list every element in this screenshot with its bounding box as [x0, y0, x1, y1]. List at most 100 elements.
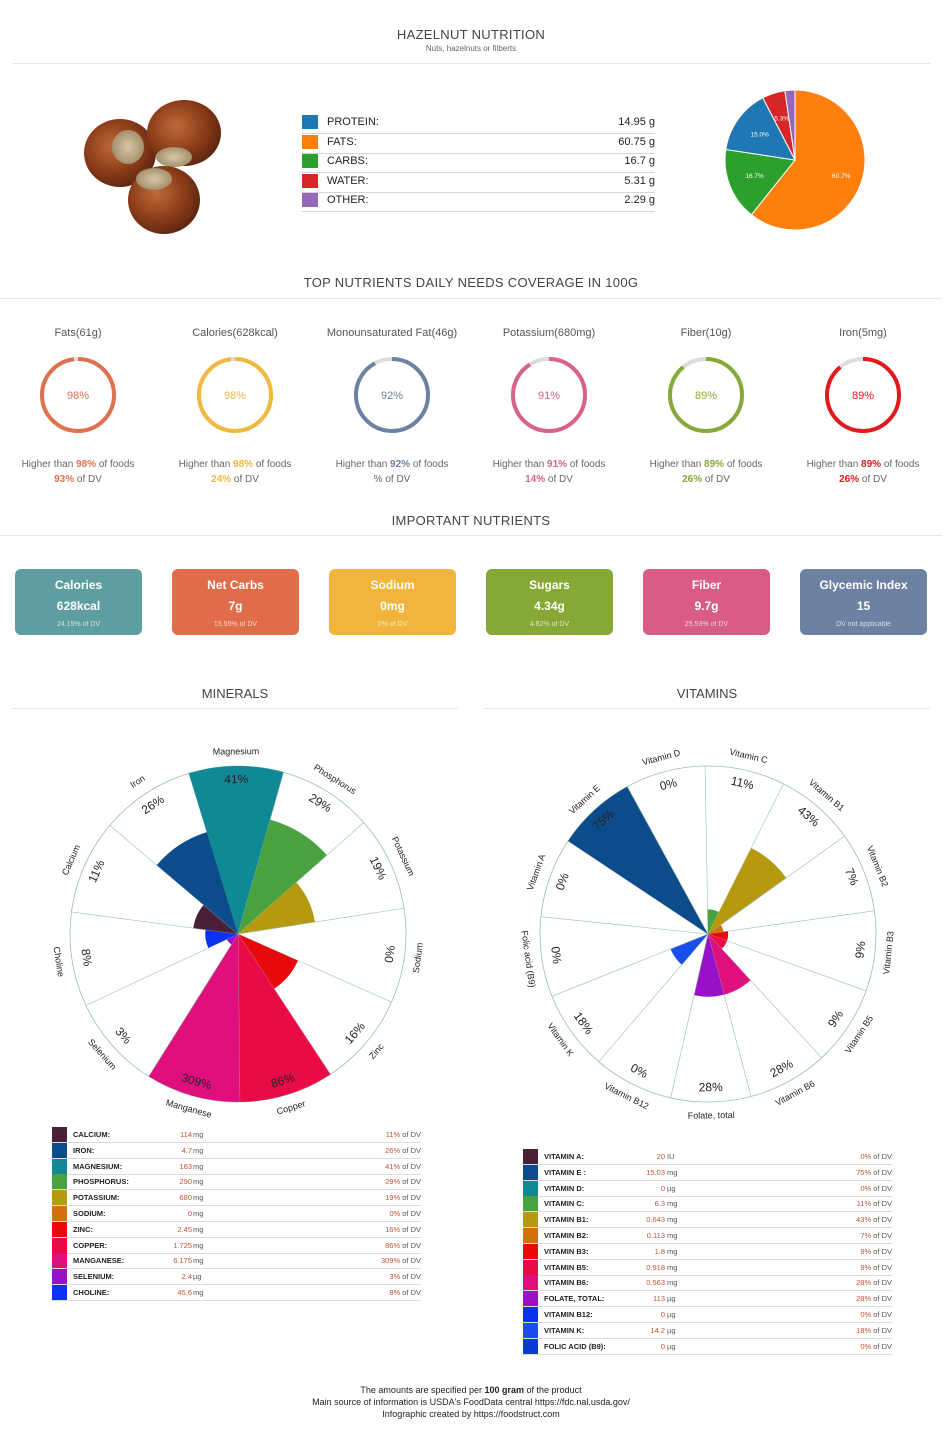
ring-percent: 98%	[67, 390, 89, 402]
polar-value-label: 86%	[269, 1070, 296, 1091]
macro-value: 2.29 g	[624, 194, 655, 206]
nutrient-dv: 29% of DV	[385, 1177, 421, 1186]
polar-value-label: 28%	[699, 1080, 724, 1094]
nutrient-row: VITAMIN B3: 1.8 mg 9% of DV	[523, 1243, 892, 1260]
polar-value-label: 28%	[768, 1056, 796, 1080]
nutrient-name: POTASSIUM:	[73, 1193, 120, 1203]
polar-value-label: 8%	[78, 948, 95, 968]
row-swatch	[52, 1206, 67, 1221]
nutrient-dv: 0% of DV	[860, 1342, 892, 1351]
nutrient-name: VITAMIN B3:	[544, 1246, 589, 1256]
ring-progress	[511, 357, 587, 433]
nutrient-name: ZINC:	[73, 1224, 93, 1234]
nutrient-dv-suffix: of DV	[871, 1325, 892, 1335]
polar-bar-magnesium	[188, 766, 284, 934]
nutrient-dv: 19% of DV	[385, 1193, 421, 1202]
minerals-title: MINERALS	[201, 686, 269, 701]
nutrient-row: SODIUM: 0 mg 0% of DV	[52, 1206, 421, 1222]
ring-progress	[197, 357, 273, 433]
polar-bar-choline	[205, 929, 238, 948]
macro-row: FATS: 60.75 g	[302, 134, 655, 154]
polar-category-label: Vitamin C	[729, 747, 770, 765]
polar-divider	[551, 933, 709, 997]
nutrient-amount: 0.563	[646, 1278, 665, 1288]
nutrient-unit: mg	[667, 1231, 678, 1240]
nutrient-dv-pct: 0%	[860, 1310, 872, 1319]
nutrient-dv-suffix: of DV	[871, 1183, 892, 1193]
nutrient-name: VITAMIN A:	[544, 1152, 584, 1161]
nutrient-dv: 8% of DV	[389, 1288, 421, 1297]
footer-bold: 100 gram	[484, 1385, 525, 1395]
coverage-item: Potassium(680mg) 91% Higher than 91% of fo…	[474, 327, 624, 485]
nutrient-row: PHOSPHORUS: 290 mg 29% of DV	[52, 1174, 421, 1191]
footer-credit: Infographic created by https://foodstruc…	[382, 1409, 560, 1419]
nutrient-dv: 41% of DV	[385, 1162, 421, 1171]
nutrient-dv: 18% of DV	[856, 1326, 892, 1335]
polar-divider	[71, 911, 239, 935]
footer-text: of the product	[524, 1385, 582, 1395]
row-swatch	[523, 1212, 538, 1228]
nutrient-name: MAGNESIUM:	[73, 1161, 123, 1171]
nutrient-amount: 113	[653, 1294, 665, 1304]
polar-value-label: 9%	[825, 1007, 846, 1029]
polar-divider	[627, 786, 709, 935]
coverage-higher-pct: 89%	[861, 459, 882, 470]
nutrient-amount: 14.2	[650, 1325, 665, 1335]
ring-progress	[668, 357, 744, 433]
nutrient-unit: mg	[667, 1167, 678, 1177]
polar-value-label: 9%	[852, 940, 868, 959]
polar-divider	[704, 766, 709, 935]
nutrient-dv: 11% of DV	[386, 1130, 421, 1139]
coverage-dv-text: 24% of DV	[160, 474, 310, 485]
card-name: Fiber	[691, 578, 722, 592]
nutrient-name: CHOLINE:	[73, 1288, 110, 1297]
row-swatch	[52, 1127, 67, 1142]
row-swatch	[523, 1149, 538, 1164]
nutrient-dv: 0% of DV	[389, 1209, 421, 1218]
nutrient-card: Calories 628kcal 24.15% of DV	[15, 569, 142, 635]
polar-divider	[670, 933, 709, 1098]
polar-category-label: Vitamin B5	[843, 1014, 875, 1056]
nutrient-name: COPPER:	[73, 1240, 108, 1250]
polar-value-label: 41%	[224, 772, 249, 786]
nutrient-unit: mg	[193, 1224, 204, 1234]
polar-value-label: 26%	[139, 792, 167, 817]
nutrient-amount: 1.8	[654, 1246, 665, 1256]
nutrient-dv: 16% of DV	[385, 1225, 421, 1234]
nutrient-name: SODIUM:	[73, 1209, 106, 1218]
card-value: 628kcal	[56, 599, 101, 613]
coverage-text: % of DV	[373, 474, 411, 485]
polar-bar-selenium	[226, 934, 238, 945]
nutrient-unit: µg	[667, 1294, 676, 1304]
nutrient-dv: 7% of DV	[860, 1231, 892, 1240]
polar-category-label: Vitamin B2	[865, 844, 890, 888]
coverage-text: of DV	[859, 474, 887, 485]
important-title: IMPORTANT NUTRIENTS	[391, 513, 551, 528]
polar-value-label: 3%	[112, 1024, 134, 1047]
nutrient-name: MANGANESE:	[73, 1256, 125, 1266]
footer-line-1: The amounts are specified per 100 gram o…	[0, 1385, 942, 1395]
row-swatch	[523, 1243, 538, 1259]
polar-bar-copper	[238, 934, 331, 1102]
nutrient-amount: 0	[660, 1310, 665, 1319]
coverage-item: Fiber(10g) 89% Higher than 89% of foods 26%…	[631, 327, 781, 485]
macro-value: 60.75 g	[618, 135, 655, 148]
pie-slice-carbs	[724, 148, 796, 216]
nutrient-dv: 86% of DV	[385, 1241, 421, 1250]
pie-slice-label: 5.3%	[774, 116, 789, 123]
card-value: 7g	[228, 599, 243, 613]
legend-swatch	[302, 173, 318, 188]
coverage-item: Monounsaturated Fat(46g) 92% Higher than 9…	[317, 327, 467, 485]
nutrient-row: VITAMIN B12: 0 µg 0% of DV	[523, 1307, 892, 1323]
nutrient-amount: 20	[656, 1152, 665, 1161]
polar-bar-potassium	[238, 882, 315, 934]
coverage-label: Calories(628kcal)	[192, 327, 278, 339]
hazelnut-2	[147, 100, 221, 167]
nutrient-unit: mg	[193, 1288, 204, 1297]
nutrient-dv-suffix: of DV	[871, 1167, 892, 1177]
nutrient-amount: 0.643	[646, 1215, 665, 1225]
polar-value-label: 0%	[553, 871, 572, 892]
polar-value-label: 0%	[548, 946, 564, 965]
polar-category-label: Manganese	[165, 1097, 213, 1119]
nutrient-unit: mg	[193, 1145, 204, 1155]
